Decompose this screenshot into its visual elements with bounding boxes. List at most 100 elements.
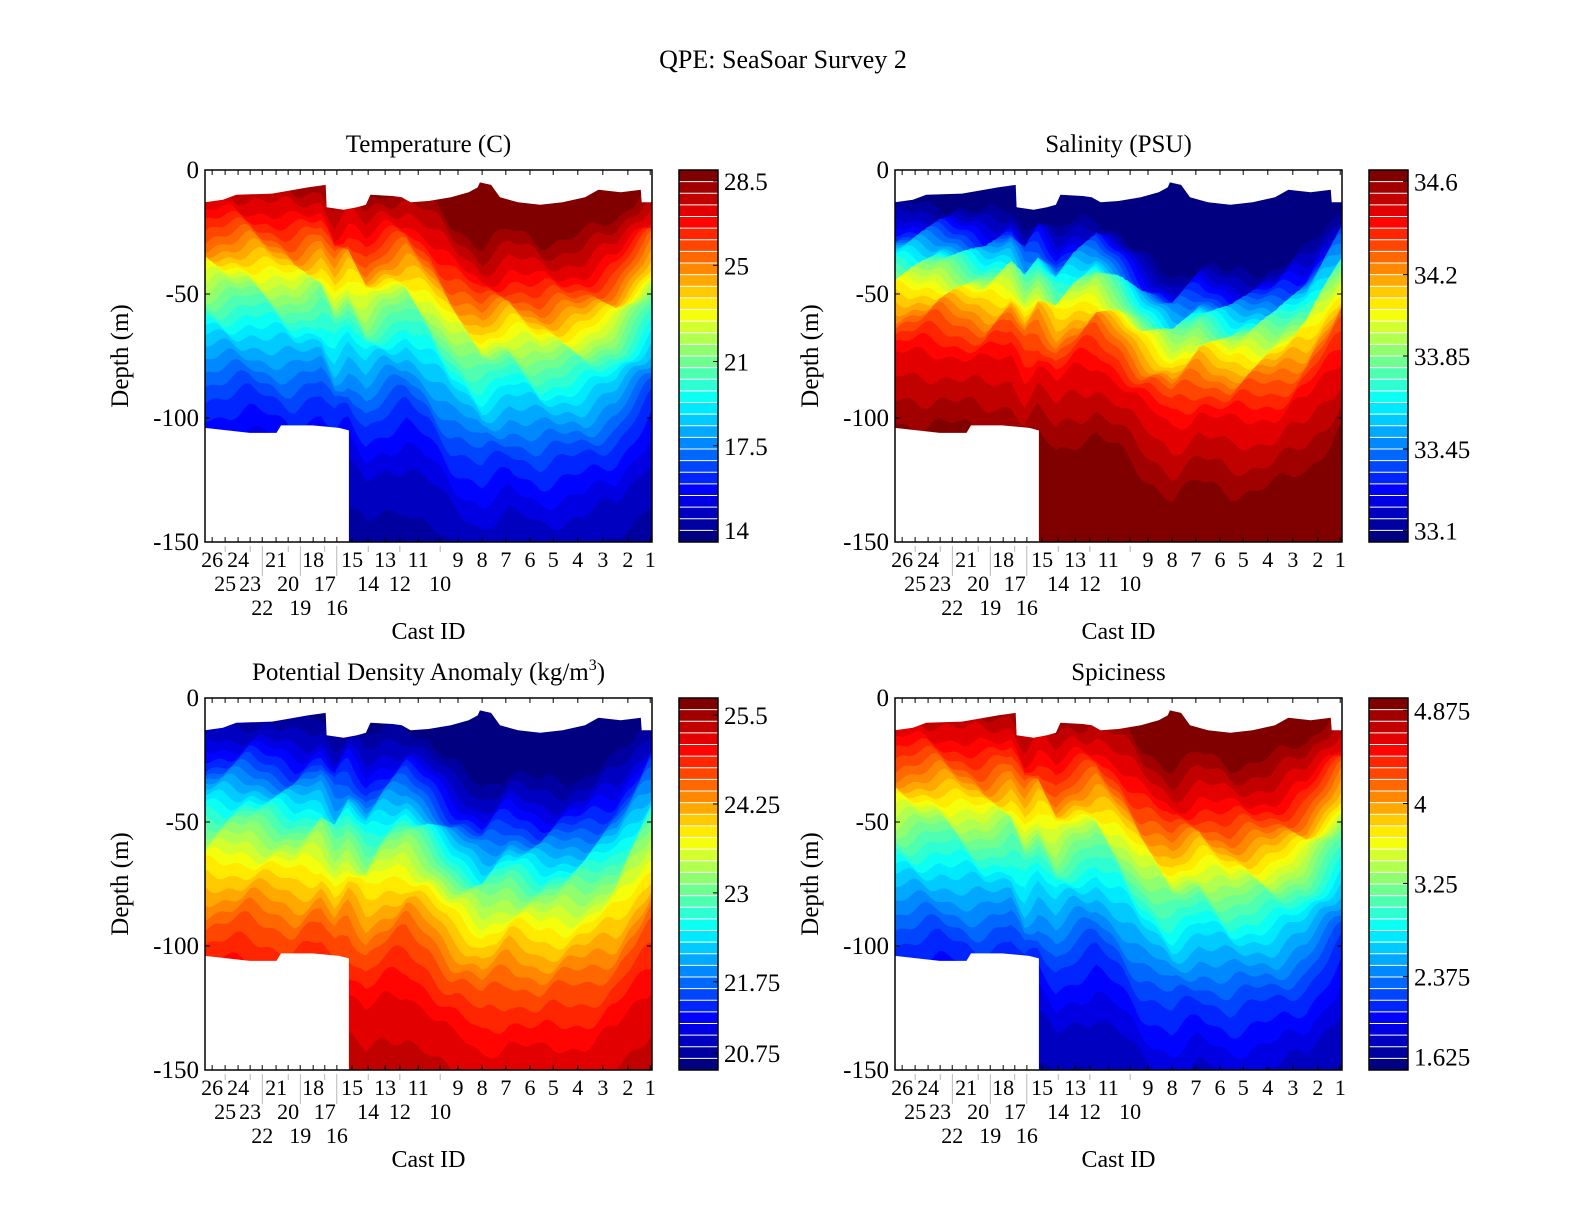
x-tick-label: 19	[979, 1123, 1001, 1148]
x-tick-label: 1	[645, 547, 656, 572]
colorbar-band	[679, 321, 718, 334]
contour-field	[205, 170, 652, 542]
x-tick-label: 19	[289, 1123, 311, 1148]
colorbar-tick-label: 23	[724, 881, 749, 908]
colorbar-band	[1369, 390, 1408, 403]
colorbar-band	[679, 437, 718, 450]
x-tick-label: 7	[1190, 1075, 1201, 1100]
colorbar-band	[1369, 286, 1408, 299]
colorbar-band	[679, 239, 718, 252]
colorbar-band	[679, 930, 718, 943]
bottom-mask	[895, 425, 1039, 542]
x-tick-label: 10	[429, 1099, 451, 1124]
colorbar-band	[679, 779, 718, 792]
surface-mask	[895, 170, 1342, 210]
x-tick-label: 19	[979, 595, 1001, 620]
axes-frame	[894, 697, 1343, 1071]
colorbar-band	[679, 251, 718, 264]
colorbar-band	[679, 988, 718, 1001]
colorbar-band	[679, 507, 718, 520]
colorbar-band	[1369, 274, 1408, 287]
x-tick-label: 3	[1287, 1075, 1298, 1100]
y-tick-label: -150	[843, 529, 889, 556]
x-axis-label: Cast ID	[1082, 619, 1156, 645]
panel-title: Temperature (C)	[346, 131, 512, 158]
colorbar-band	[1369, 263, 1408, 275]
x-tick-label: 23	[239, 1099, 261, 1124]
x-tick-label: 17	[314, 571, 336, 596]
colorbar-band	[1369, 779, 1408, 792]
colorbar-band	[1369, 483, 1408, 496]
y-axis-label: Depth (m)	[107, 832, 134, 935]
colorbar-frame	[678, 697, 719, 1071]
x-tick-label: 23	[929, 571, 951, 596]
y-tick-label: -100	[843, 933, 889, 960]
colorbar-band	[1369, 332, 1408, 345]
x-tick-label: 6	[1214, 547, 1225, 572]
x-tick-label: 14	[357, 571, 379, 596]
colorbar-band	[1369, 367, 1408, 380]
x-tick-label: 24	[227, 1075, 249, 1100]
colorbar-tick-label: 33.1	[1414, 518, 1458, 545]
colorbar-band	[679, 356, 718, 368]
x-tick-label: 15	[1031, 1075, 1053, 1100]
x-tick-label: 22	[251, 595, 273, 620]
x-tick-label: 5	[1238, 1075, 1249, 1100]
colorbar-band	[679, 942, 718, 955]
y-tick-label: 0	[877, 685, 890, 712]
surface-mask	[205, 170, 652, 210]
colorbar-band	[1369, 402, 1408, 415]
axes-frame	[204, 697, 653, 1071]
x-tick-label: 17	[314, 1099, 336, 1124]
colorbar-band	[679, 518, 718, 531]
x-tick-label: 10	[1119, 571, 1141, 596]
colorbar-tick-label: 24.25	[724, 792, 780, 819]
colorbar-band	[679, 530, 718, 543]
x-tick-label: 5	[548, 547, 559, 572]
x-axis-label: Cast ID	[392, 1147, 466, 1173]
colorbar-band	[1369, 930, 1408, 943]
colorbar: 4.875 4 3.25 2.375 1.625	[1368, 697, 1470, 1072]
colorbar: 34.6 34.2 33.85 33.45 33.1	[1368, 169, 1470, 545]
x-tick-label: 25	[214, 571, 236, 596]
x-tick-label: 21	[265, 1075, 287, 1100]
colorbar-band	[1369, 953, 1408, 966]
colorbar-band	[679, 263, 718, 275]
colorbar-band	[679, 1000, 718, 1013]
x-tick-label: 26	[891, 1075, 913, 1100]
colorbar-tick-label: 25	[724, 253, 749, 280]
colorbar-band	[1369, 698, 1408, 710]
colorbar-band	[1369, 791, 1408, 803]
colorbar-band	[1369, 942, 1408, 955]
x-tick-label: 9	[453, 547, 464, 572]
x-tick-label: 26	[201, 1075, 223, 1100]
colorbar-band	[1369, 321, 1408, 334]
x-tick-label: 11	[1098, 1075, 1119, 1100]
x-tick-label: 9	[1143, 547, 1154, 572]
x-tick-label: 5	[548, 1075, 559, 1100]
x-tick-label: 23	[929, 1099, 951, 1124]
x-tick-label: 20	[967, 1099, 989, 1124]
bottom-mask	[205, 953, 349, 1070]
x-tick-label: 22	[251, 1123, 273, 1148]
colorbar-band	[679, 860, 718, 873]
x-tick-label: 3	[597, 1075, 608, 1100]
colorbar-band	[679, 414, 718, 427]
x-tick-label: 20	[967, 571, 989, 596]
colorbar-tick-label: 4.875	[1414, 698, 1470, 725]
colorbar-band	[679, 309, 718, 322]
x-tick-label: 20	[277, 571, 299, 596]
colorbar-band	[1369, 884, 1408, 896]
colorbar-tick-label: 17.5	[724, 434, 768, 461]
x-tick-label: 9	[453, 1075, 464, 1100]
panel-title-superscript: 3	[589, 657, 597, 674]
axes-frame	[204, 169, 653, 543]
x-tick-label: 1	[645, 1075, 656, 1100]
panel-title: Spiciness	[1071, 659, 1165, 686]
x-tick-label: 10	[429, 571, 451, 596]
colorbar-tick-label: 34.2	[1414, 263, 1458, 290]
